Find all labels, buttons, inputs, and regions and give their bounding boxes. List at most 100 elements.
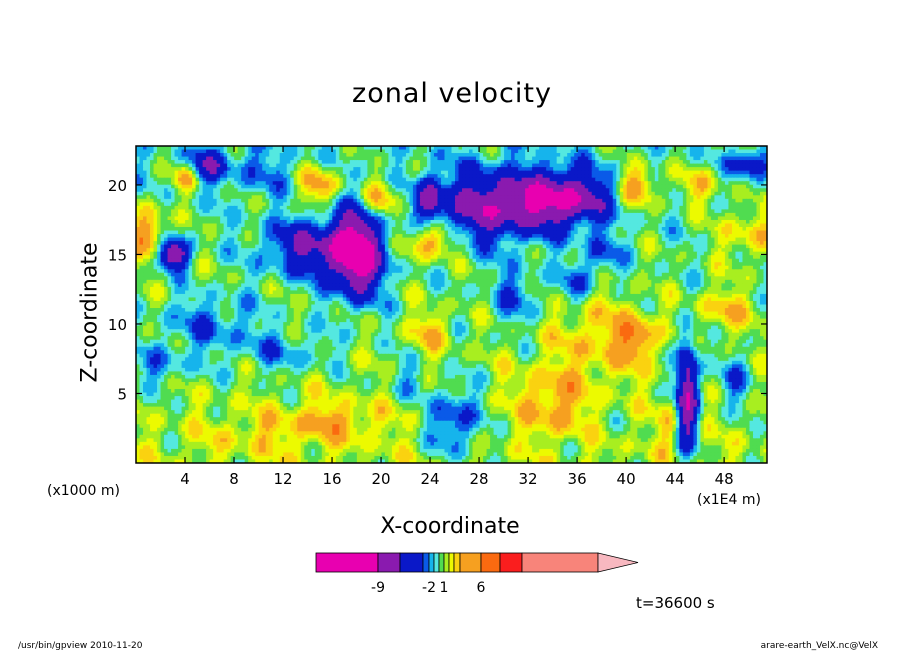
heatmap-cell — [405, 174, 411, 179]
heatmap-cell — [525, 237, 530, 242]
heatmap-cell — [377, 153, 382, 158]
heatmap-cell — [367, 167, 372, 172]
heatmap-cell — [339, 153, 344, 158]
heatmap-cell — [251, 174, 256, 179]
heatmap-cell — [700, 181, 705, 186]
heatmap-cell — [381, 219, 386, 225]
heatmap-cell — [150, 156, 155, 161]
heatmap-cell — [759, 216, 765, 221]
heatmap-cell — [581, 167, 586, 172]
heatmap-cell — [654, 227, 659, 232]
heatmap-cell — [605, 177, 610, 182]
heatmap-cell — [497, 153, 502, 158]
heatmap-cell — [672, 181, 677, 186]
heatmap-cell — [532, 191, 537, 196]
heatmap-cell — [325, 167, 330, 172]
heatmap-cell — [325, 170, 330, 175]
heatmap-cell — [223, 153, 228, 158]
heatmap-cell — [738, 230, 744, 235]
heatmap-cell — [679, 156, 684, 161]
heatmap-cell — [339, 156, 344, 161]
heatmap-cell — [665, 195, 670, 200]
heatmap-cell — [553, 160, 558, 165]
heatmap-cell — [171, 237, 176, 242]
heatmap-cell — [426, 188, 432, 193]
heatmap-cell — [178, 219, 183, 225]
heatmap-cell — [202, 191, 207, 196]
heatmap-cell — [139, 167, 144, 172]
heatmap-cell — [588, 191, 593, 196]
heatmap-cell — [598, 205, 603, 210]
heatmap-cell — [745, 230, 751, 235]
heatmap-cell — [686, 198, 691, 203]
heatmap-cell — [479, 212, 484, 218]
heatmap-cell — [342, 174, 347, 179]
heatmap-cell — [384, 223, 389, 228]
heatmap-cell — [595, 227, 600, 232]
heatmap-cell — [178, 174, 183, 179]
heatmap-cell — [419, 170, 425, 175]
heatmap-cell — [328, 223, 333, 228]
heatmap-cell — [696, 146, 701, 151]
heatmap-cell — [721, 149, 726, 154]
heatmap-cell — [479, 237, 484, 242]
heatmap-cell — [640, 177, 645, 182]
heatmap-cell — [500, 209, 505, 214]
heatmap-cell — [188, 149, 193, 154]
heatmap-cell — [549, 234, 554, 239]
heatmap-cell — [518, 202, 523, 207]
heatmap-cell — [160, 146, 165, 151]
heatmap-cell — [668, 219, 673, 225]
heatmap-cell — [602, 167, 607, 172]
heatmap-cell — [430, 153, 435, 158]
heatmap-cell — [707, 163, 712, 168]
heatmap-cell — [633, 212, 638, 218]
heatmap-cell — [185, 188, 190, 193]
heatmap-cell — [416, 212, 421, 218]
heatmap-cell — [584, 170, 589, 175]
heatmap-cell — [735, 223, 740, 228]
heatmap-cell — [181, 209, 186, 214]
heatmap-cell — [153, 216, 158, 221]
heatmap-cell — [237, 167, 242, 172]
heatmap-cell — [486, 216, 491, 221]
heatmap-cell — [745, 198, 751, 203]
heatmap-cell — [728, 216, 733, 221]
heatmap-cell — [451, 241, 456, 246]
heatmap-cell — [752, 202, 758, 207]
heatmap-cell — [234, 184, 239, 189]
heatmap-cell — [696, 202, 701, 207]
heatmap-cell — [458, 188, 463, 193]
heatmap-cell — [500, 191, 505, 196]
heatmap-cell — [241, 146, 246, 151]
heatmap-cell — [255, 167, 260, 172]
heatmap-cell — [745, 177, 751, 182]
heatmap-cell — [402, 216, 407, 221]
heatmap-cell — [318, 191, 323, 196]
heatmap-cell — [139, 149, 144, 154]
heatmap-cell — [707, 188, 712, 193]
heatmap-cell — [202, 202, 207, 207]
heatmap-cell — [612, 209, 617, 214]
heatmap-cell — [731, 198, 737, 203]
heatmap-cell — [160, 188, 165, 193]
heatmap-cell — [314, 216, 319, 221]
heatmap-cell — [423, 146, 428, 151]
heatmap-cell — [612, 227, 617, 232]
heatmap-cell — [409, 205, 414, 210]
heatmap-cell — [290, 181, 295, 186]
heatmap-cell — [703, 167, 709, 172]
heatmap-cell — [447, 153, 453, 158]
heatmap-cell — [423, 234, 428, 239]
heatmap-cell — [535, 212, 540, 218]
heatmap-cell — [591, 202, 596, 207]
heatmap-cell — [178, 188, 183, 193]
heatmap-cell — [167, 241, 172, 246]
heatmap-cell — [490, 188, 495, 193]
heatmap-cell — [525, 146, 530, 151]
heatmap-cell — [553, 153, 558, 158]
heatmap-cell — [216, 230, 221, 235]
heatmap-cell — [654, 195, 659, 200]
heatmap-cell — [192, 230, 197, 235]
heatmap-cell — [567, 191, 572, 196]
